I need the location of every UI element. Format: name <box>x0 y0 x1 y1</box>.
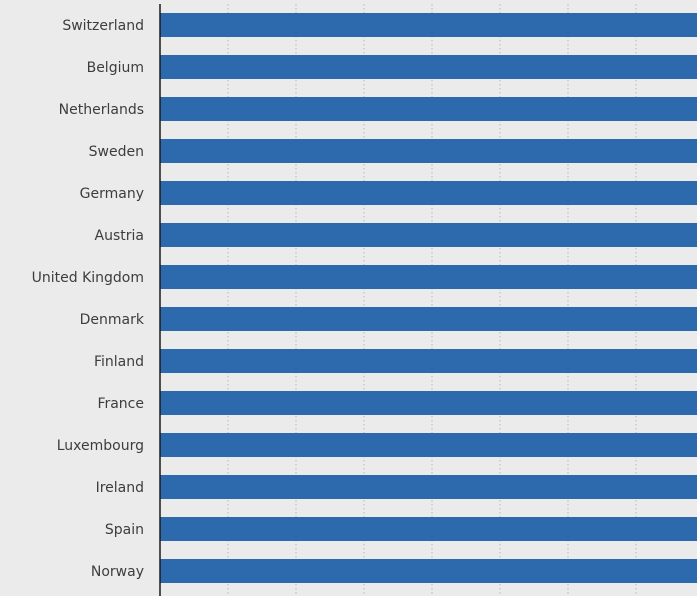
bar-united-kingdom <box>160 265 697 289</box>
category-label-united-kingdom: United Kingdom <box>32 270 144 286</box>
category-label-germany: Germany <box>80 186 144 202</box>
bar-netherlands <box>160 97 697 121</box>
category-label-spain: Spain <box>105 522 144 538</box>
bar-ireland <box>160 475 697 499</box>
bar-finland <box>160 349 697 373</box>
category-label-austria: Austria <box>95 228 144 244</box>
category-label-belgium: Belgium <box>87 60 144 76</box>
bar-france <box>160 391 697 415</box>
bar-germany <box>160 181 697 205</box>
category-label-ireland: Ireland <box>96 480 144 496</box>
category-labels: Switzerland Belgium Netherlands Sweden Germa… <box>32 18 145 580</box>
category-label-switzerland: Switzerland <box>62 18 144 34</box>
bar-spain <box>160 517 697 541</box>
bar-sweden <box>160 139 697 163</box>
category-label-denmark: Denmark <box>80 312 145 328</box>
category-label-luxembourg: Luxembourg <box>57 438 144 454</box>
bar-austria <box>160 223 697 247</box>
bar-belgium <box>160 55 697 79</box>
bar-switzerland <box>160 13 697 37</box>
bar-luxembourg <box>160 433 697 457</box>
category-label-norway: Norway <box>91 564 144 580</box>
category-label-sweden: Sweden <box>89 144 144 160</box>
bar-denmark <box>160 307 697 331</box>
category-label-netherlands: Netherlands <box>59 102 144 118</box>
bar-norway <box>160 559 697 583</box>
category-label-finland: Finland <box>94 354 144 370</box>
category-label-france: France <box>97 396 144 412</box>
bars <box>160 13 697 583</box>
